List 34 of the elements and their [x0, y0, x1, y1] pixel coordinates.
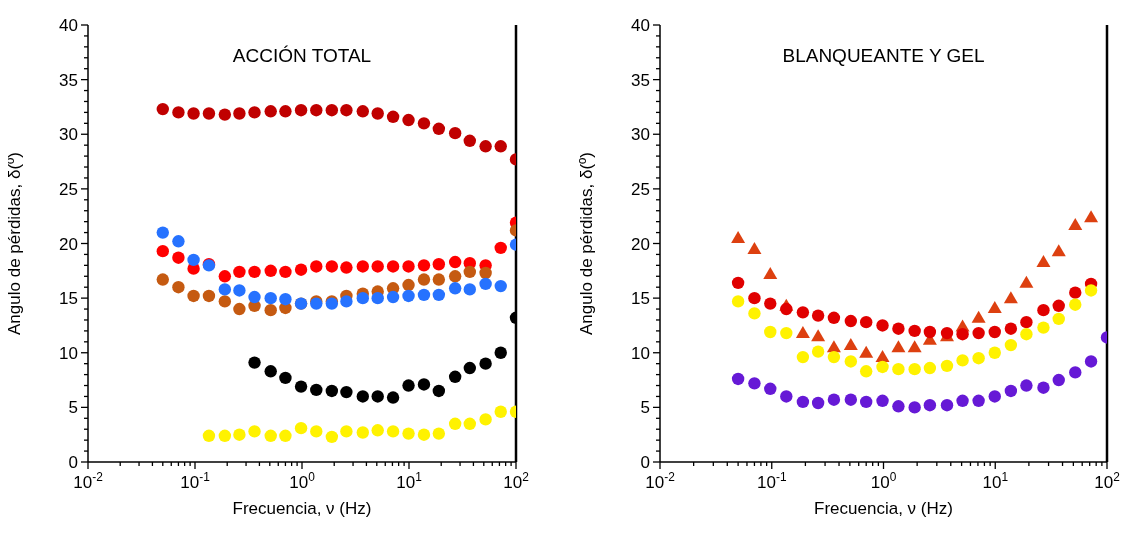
y-tick-label: 40 [631, 16, 650, 35]
y-axis-title: Angulo de pérdidas, δ(º) [5, 152, 25, 335]
y-tick-label: 20 [59, 234, 78, 254]
x-tick-label: 10$^{-2}$ [73, 470, 104, 492]
y-tick-label: 0 [640, 453, 650, 472]
x-tick-label: 10$^{1}$ [396, 470, 423, 492]
y-tick-label: 0 [68, 453, 78, 472]
text: ACCIÓN TOTAL [231, 45, 373, 67]
x-tick-label: 10$^{-1}$ [180, 470, 211, 492]
y-tick-label: 40 [59, 16, 78, 35]
x-tick-label: 10$^{0}$ [289, 470, 316, 492]
y-tick-label: 25 [59, 179, 78, 199]
x-axis-title: Frecuencia, ν (Hz) [232, 499, 372, 518]
x-tick-label: 10$^{-2}$ [645, 470, 676, 492]
y-tick-label: 10 [59, 343, 78, 363]
x-tick-label: 10$^{2}$ [1094, 470, 1121, 492]
x-tick-label: 10$^{1}$ [982, 470, 1009, 492]
y-tick-label: 10 [631, 343, 650, 363]
y-tick-label: 5 [68, 398, 78, 418]
y-tick-label: 30 [631, 125, 650, 145]
y-axis-title: Angulo de pérdidas, δ(º) [577, 152, 597, 335]
y-tick-label: 20 [631, 234, 650, 254]
x-tick-label: 10$^{-1}$ [757, 470, 787, 492]
y-tick-label: 35 [631, 70, 650, 90]
x-tick-label: 10$^{2}$ [503, 470, 530, 492]
y-tick-label: 15 [631, 289, 650, 309]
y-tick-label: 5 [640, 398, 650, 418]
x-axis-title: Frecuencia, ν (Hz) [814, 499, 953, 518]
y-tick-label: 15 [59, 289, 78, 309]
y-tick-label: 30 [59, 125, 78, 145]
y-tick-label: 25 [631, 179, 650, 199]
y-tick-label: 35 [59, 70, 78, 90]
text: BLANQUEANTE Y GEL [781, 45, 986, 67]
x-tick-label: 10$^{0}$ [870, 470, 897, 492]
